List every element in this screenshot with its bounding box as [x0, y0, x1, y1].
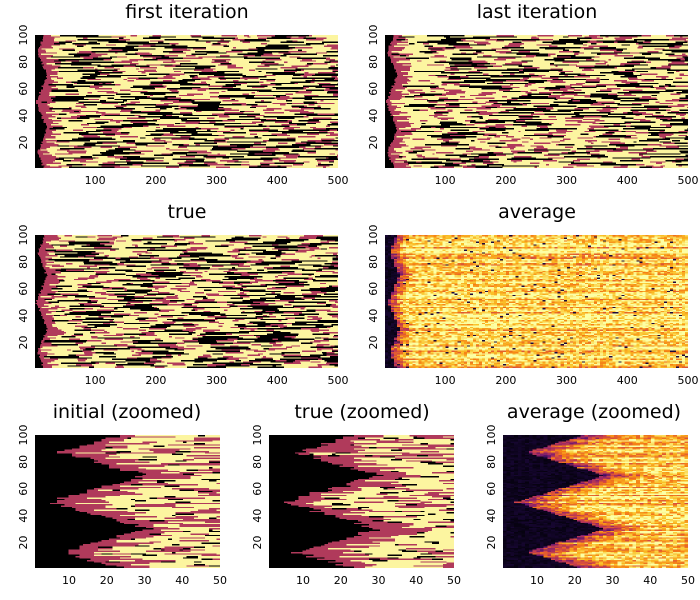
x-tick-label: 400 — [267, 374, 288, 387]
x-tick-label: 500 — [678, 174, 699, 187]
y-tick-label: 20 — [251, 535, 264, 549]
x-tick-label: 100 — [435, 374, 456, 387]
x-tick-label: 40 — [643, 574, 657, 587]
y-tick-label: 40 — [17, 309, 30, 323]
x-tick-label: 10 — [296, 574, 310, 587]
y-tick-label: 60 — [17, 482, 30, 496]
heatmap-area — [35, 35, 338, 168]
x-tick-label: 300 — [206, 374, 227, 387]
x-tick-label: 40 — [409, 574, 423, 587]
y-tick-label: 100 — [485, 425, 498, 446]
x-tick-label: 40 — [175, 574, 189, 587]
panel-title: first iteration — [125, 1, 248, 23]
x-tick-label: 300 — [556, 374, 577, 387]
y-tick-label: 60 — [367, 82, 380, 96]
y-tick-label: 100 — [367, 25, 380, 46]
x-tick-label: 10 — [530, 574, 544, 587]
x-tick-label: 10 — [62, 574, 76, 587]
heatmap-area — [35, 435, 220, 568]
x-tick-label: 200 — [495, 174, 516, 187]
panel-average-zoomed: average (zoomed) 10 20 30 40 50 20 40 60 80 100 — [485, 401, 695, 587]
y-tick-label: 60 — [17, 82, 30, 96]
panel-title: last iteration — [477, 1, 598, 23]
panel-last-iteration: last iteration 100 200 300 400 500 20 40 60 80 10… — [367, 1, 699, 187]
y-tick-label: 60 — [367, 282, 380, 296]
heatmap-area — [385, 235, 688, 368]
y-tick-label: 80 — [485, 455, 498, 469]
x-tick-label: 100 — [85, 174, 106, 187]
x-tick-label: 50 — [447, 574, 461, 587]
y-tick-label: 20 — [367, 135, 380, 149]
x-tick-label: 30 — [137, 574, 151, 587]
y-tick-label: 60 — [251, 482, 264, 496]
panel-first-iteration: first iteration 100 200 300 400 500 20 40 60 80 1… — [17, 1, 349, 187]
y-tick-label: 80 — [367, 55, 380, 69]
y-tick-label: 80 — [367, 255, 380, 269]
x-tick-label: 20 — [334, 574, 348, 587]
panel-true: true 100 200 300 400 500 20 40 60 80 100 — [17, 201, 349, 387]
y-tick-label: 40 — [17, 109, 30, 123]
x-tick-label: 20 — [100, 574, 114, 587]
y-tick-label: 20 — [17, 135, 30, 149]
y-tick-label: 20 — [17, 535, 30, 549]
x-tick-label: 100 — [85, 374, 106, 387]
y-tick-label: 80 — [17, 455, 30, 469]
y-tick-label: 40 — [17, 509, 30, 523]
x-tick-label: 300 — [206, 174, 227, 187]
x-tick-label: 400 — [267, 174, 288, 187]
heatmap-area — [269, 435, 454, 568]
x-tick-label: 20 — [568, 574, 582, 587]
x-tick-label: 400 — [617, 374, 638, 387]
y-tick-label: 40 — [251, 509, 264, 523]
x-tick-label: 400 — [617, 174, 638, 187]
x-tick-label: 200 — [495, 374, 516, 387]
x-tick-label: 50 — [681, 574, 695, 587]
heatmap-area — [35, 235, 338, 368]
y-tick-label: 20 — [485, 535, 498, 549]
panel-title: average — [498, 201, 576, 223]
panel-title: true — [168, 201, 207, 223]
y-tick-label: 80 — [17, 255, 30, 269]
x-tick-label: 30 — [605, 574, 619, 587]
y-tick-label: 100 — [17, 425, 30, 446]
x-tick-label: 200 — [145, 374, 166, 387]
x-tick-label: 500 — [678, 374, 699, 387]
panel-title: average (zoomed) — [507, 401, 681, 423]
x-tick-label: 500 — [328, 374, 349, 387]
x-tick-label: 30 — [371, 574, 385, 587]
y-tick-label: 20 — [367, 335, 380, 349]
y-tick-label: 40 — [367, 109, 380, 123]
y-tick-label: 100 — [251, 425, 264, 446]
y-tick-label: 100 — [367, 225, 380, 246]
y-tick-label: 40 — [485, 509, 498, 523]
y-tick-label: 40 — [367, 309, 380, 323]
x-tick-label: 100 — [435, 174, 456, 187]
y-tick-label: 80 — [17, 55, 30, 69]
y-tick-label: 20 — [17, 335, 30, 349]
panel-initial-zoomed: initial (zoomed) 10 20 30 40 50 20 40 60 80 100 — [17, 401, 227, 587]
y-tick-label: 100 — [17, 25, 30, 46]
panel-title: initial (zoomed) — [53, 401, 202, 423]
y-tick-label: 100 — [17, 225, 30, 246]
x-tick-label: 300 — [556, 174, 577, 187]
y-tick-label: 60 — [17, 282, 30, 296]
y-tick-label: 80 — [251, 455, 264, 469]
panel-true-zoomed: true (zoomed) 10 20 30 40 50 20 40 60 80 100 — [251, 401, 461, 587]
heatmap-area — [385, 35, 688, 168]
x-tick-label: 200 — [145, 174, 166, 187]
heatmap-area — [503, 435, 688, 568]
panel-average: average 100 200 300 400 500 20 40 60 80 100 — [367, 201, 699, 387]
x-tick-label: 500 — [328, 174, 349, 187]
y-tick-label: 60 — [485, 482, 498, 496]
panel-title: true (zoomed) — [294, 401, 429, 423]
x-tick-label: 50 — [213, 574, 227, 587]
